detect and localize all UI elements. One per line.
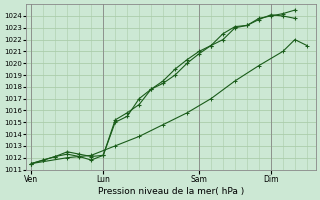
X-axis label: Pression niveau de la mer( hPa ): Pression niveau de la mer( hPa ) [98,187,244,196]
